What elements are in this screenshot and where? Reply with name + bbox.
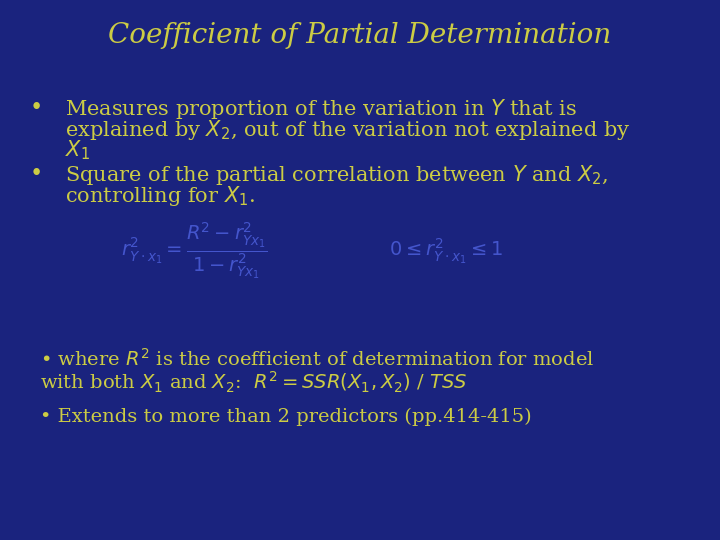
Text: Square of the partial correlation between $Y$ and $X_2$,: Square of the partial correlation betwee… [65,163,608,187]
Text: $0 \leq r^2_{Y\cdot x_1} \leq 1$: $0 \leq r^2_{Y\cdot x_1} \leq 1$ [390,236,503,266]
Text: explained by $X_2$, out of the variation not explained by: explained by $X_2$, out of the variation… [65,118,630,141]
Text: • Extends to more than 2 predictors (pp.414-415): • Extends to more than 2 predictors (pp.… [40,408,531,426]
Text: controlling for $X_1$.: controlling for $X_1$. [65,184,255,207]
Text: Measures proportion of the variation in $Y$ that is: Measures proportion of the variation in … [65,97,577,121]
Text: • where $R^2$ is the coefficient of determination for model: • where $R^2$ is the coefficient of dete… [40,348,594,370]
Text: •: • [30,163,42,185]
Text: $X_1$: $X_1$ [65,138,90,162]
Text: with both $X_1$ and $X_2$:  $R^2 = SSR(X_1,X_2)$ / $TSS$: with both $X_1$ and $X_2$: $R^2 = SSR(X_… [40,370,467,395]
Text: $r^2_{Y\cdot x_1} = \dfrac{R^2 - r^2_{Yx_1}}{1 - r^2_{Yx_1}}$: $r^2_{Y\cdot x_1} = \dfrac{R^2 - r^2_{Yx… [121,220,268,282]
Text: Coefficient of Partial Determination: Coefficient of Partial Determination [109,22,611,49]
Text: •: • [30,97,42,119]
